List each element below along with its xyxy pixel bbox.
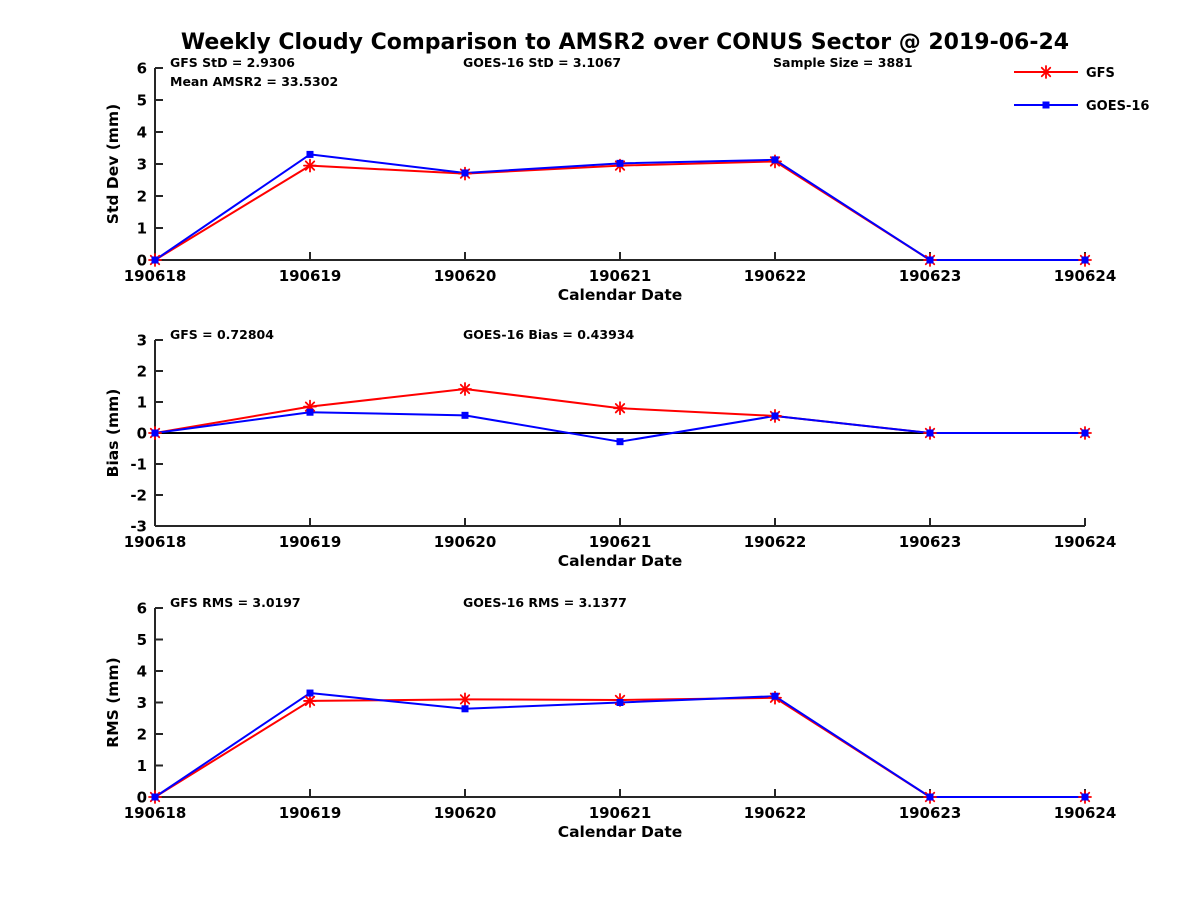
annotation: GOES-16 Bias = 0.43934: [463, 327, 634, 342]
goes16-marker: [1081, 429, 1089, 437]
x-tick-label: 190624: [1054, 533, 1117, 551]
goes16-marker: [616, 438, 624, 446]
gfs-line: [154, 160, 1085, 261]
gfs-marker: [303, 158, 317, 173]
y-tick-label: 0: [137, 252, 147, 270]
y-tick-label: 3: [137, 156, 147, 174]
y-tick-label: 4: [137, 663, 147, 681]
legend-marker: [1039, 65, 1053, 79]
y-tick-label: 6: [137, 60, 147, 78]
legend: GFS GOES-16: [1014, 65, 1149, 114]
goes16-marker: [461, 705, 469, 713]
x-tick-label: 190619: [279, 804, 342, 822]
goes16-line: [154, 411, 1085, 443]
goes16-marker: [461, 411, 469, 419]
y-tick-label: -1: [130, 456, 147, 474]
goes16-marker: [771, 412, 779, 420]
goes16-marker: [306, 689, 314, 697]
chart-title: Weekly Cloudy Comparison to AMSR2 over C…: [180, 30, 1070, 55]
x-tick-label: 190621: [589, 533, 652, 551]
goes16-marker: [926, 256, 934, 264]
annotation: GFS = 0.72804: [170, 327, 274, 342]
goes16-marker: [151, 429, 159, 437]
annotation: Sample Size = 3881: [773, 55, 913, 70]
goes16-marker: [771, 692, 779, 700]
x-tick-label: 190622: [744, 804, 807, 822]
gfs-marker: [458, 382, 472, 396]
y-tick-label: 6: [137, 600, 147, 618]
annotation: GFS RMS = 3.0197: [170, 595, 301, 610]
y-tick-label: 5: [137, 92, 147, 110]
y-axis-label: RMS (mm): [104, 657, 122, 747]
goes16-marker: [151, 256, 159, 264]
y-tick-label: -2: [130, 487, 147, 505]
x-tick-label: 190620: [434, 267, 497, 285]
goes16-marker: [616, 159, 624, 167]
y-tick-label: 0: [137, 789, 147, 807]
x-tick-label: 190619: [279, 267, 342, 285]
gfs-marker: [613, 401, 627, 416]
gfs-marker: [303, 694, 317, 708]
x-tick-label: 190621: [589, 267, 652, 285]
annotation: GFS StD = 2.9306: [170, 55, 295, 70]
y-tick-label: 1: [137, 220, 147, 238]
annotation: Mean AMSR2 = 33.5302: [170, 74, 338, 89]
gfs-line: [154, 696, 1085, 798]
x-axis-label: Calendar Date: [558, 286, 683, 304]
annotation: GOES-16 RMS = 3.1377: [463, 595, 627, 610]
y-tick-label: 3: [137, 694, 147, 712]
y-tick-label: 3: [137, 332, 147, 350]
bias-panel: -3 -2 -1 0 1 2 3 190618 190619 190620 190621 190622…: [104, 327, 1116, 570]
goes16-marker: [771, 156, 779, 164]
annotation: GOES-16 StD = 3.1067: [463, 55, 621, 70]
rms-panel: 0 1 2 3 4 5 6 190618 190619 190620 190621 190622 190…: [104, 595, 1116, 841]
goes16-marker: [151, 793, 159, 801]
y-tick-label: 4: [137, 124, 147, 142]
goes16-marker: [1081, 256, 1089, 264]
y-tick-label: 5: [137, 631, 147, 649]
x-tick-label: 190618: [124, 267, 187, 285]
x-tick-label: 190622: [744, 267, 807, 285]
x-tick-label: 190618: [124, 804, 187, 822]
y-tick-label: 0: [137, 425, 147, 443]
legend-label: GFS: [1086, 66, 1115, 81]
goes16-marker: [306, 150, 314, 158]
x-tick-label: 190624: [1054, 804, 1117, 822]
y-tick-label: 1: [137, 757, 147, 775]
x-tick-label: 190623: [899, 267, 962, 285]
x-axis-label: Calendar Date: [558, 823, 683, 841]
x-tick-label: 190623: [899, 804, 962, 822]
y-tick-label: 1: [137, 394, 147, 412]
legend-marker: [1042, 101, 1050, 109]
x-axis-label: Calendar Date: [558, 552, 683, 570]
goes16-marker: [306, 408, 314, 416]
x-tick-label: 190621: [589, 804, 652, 822]
legend-label: GOES-16: [1086, 99, 1149, 114]
y-tick-label: 2: [137, 726, 147, 744]
goes16-line: [154, 692, 1085, 798]
goes16-marker: [926, 429, 934, 437]
x-tick-label: 190624: [1054, 267, 1117, 285]
x-tick-label: 190620: [434, 804, 497, 822]
goes16-marker: [461, 169, 469, 177]
goes16-marker: [1081, 793, 1089, 801]
x-tick-label: 190622: [744, 533, 807, 551]
y-tick-label: 2: [137, 363, 147, 381]
x-tick-label: 190623: [899, 533, 962, 551]
y-axis-label: Std Dev (mm): [104, 104, 122, 224]
std-dev-panel: 0 1 2 3 4 5 6 190618 190619 190620 190621 190622 190…: [104, 55, 1116, 304]
goes16-marker: [616, 699, 624, 706]
gfs-marker: [458, 692, 472, 707]
goes16-marker: [926, 793, 934, 801]
x-tick-label: 190620: [434, 533, 497, 551]
x-tick-label: 190618: [124, 533, 187, 551]
x-tick-label: 190619: [279, 533, 342, 551]
y-tick-label: -3: [130, 518, 147, 536]
y-axis-label: Bias (mm): [104, 389, 122, 478]
y-tick-label: 2: [137, 188, 147, 206]
